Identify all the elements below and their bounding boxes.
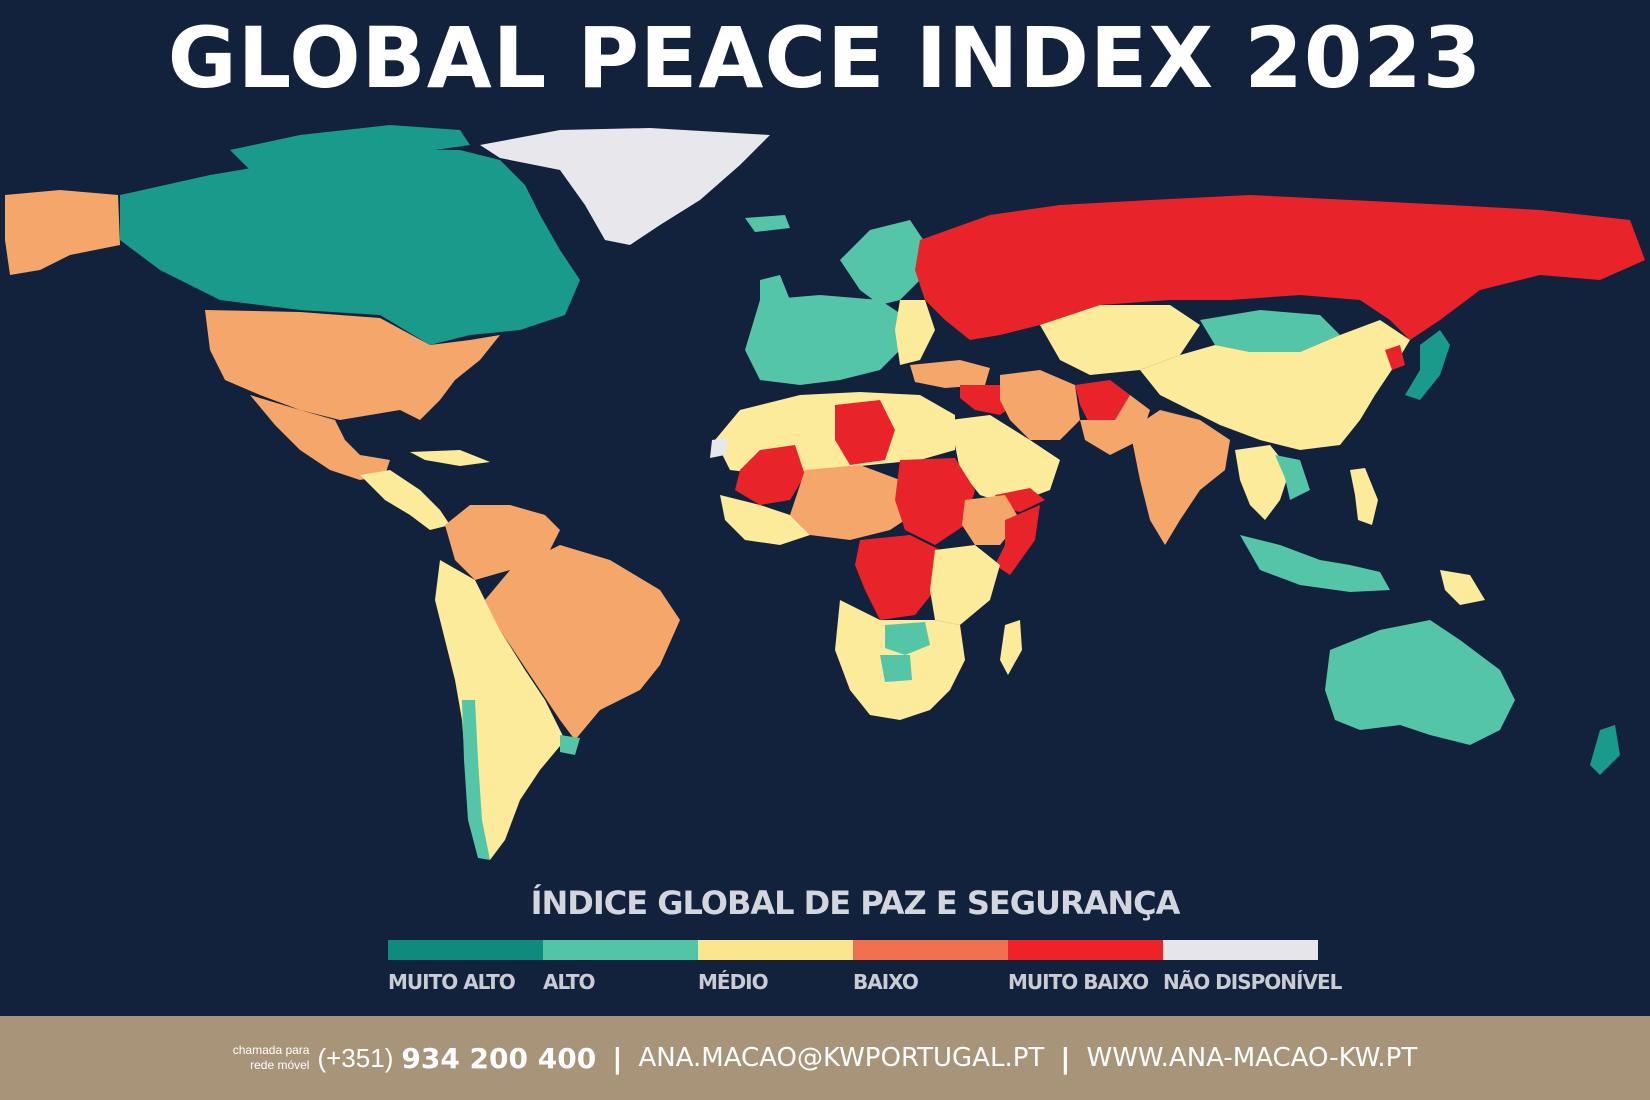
- region-iran: [1000, 370, 1080, 440]
- legend-label-muito-baixo: MUITO BAIXO: [1008, 970, 1149, 994]
- region-central-america: [360, 470, 450, 530]
- contact-footer: chamada para rede móvel (+351) 934 200 4…: [0, 1016, 1650, 1100]
- legend-label-baixo: BAIXO: [853, 970, 919, 994]
- region-canada: [120, 150, 580, 345]
- region-west-africa-coast: [720, 495, 810, 545]
- region-sudan: [895, 458, 975, 545]
- region-sahel: [790, 465, 920, 540]
- footer-call-note-line1: chamada para: [232, 1043, 310, 1057]
- region-chile: [462, 700, 490, 860]
- region-madagascar: [1000, 620, 1022, 675]
- region-indonesia: [1240, 535, 1390, 592]
- region-turkey: [910, 360, 990, 388]
- legend-swatch-muito-baixo: [1008, 940, 1163, 960]
- region-kazakhstan: [1040, 305, 1200, 375]
- region-western-sahara: [710, 438, 728, 458]
- region-australia: [1325, 620, 1515, 745]
- region-andes: [435, 560, 565, 860]
- region-eastern-europe: [895, 300, 935, 365]
- region-philippines: [1350, 468, 1378, 525]
- footer-call-note: chamada para rede móvel: [233, 1043, 310, 1073]
- region-libya: [835, 400, 895, 465]
- footer-phone-prefix: (+351): [317, 1042, 394, 1073]
- region-mongolia: [1200, 310, 1340, 352]
- legend-labels: MUITO ALTO ALTO MÉDIO BAIXO MUITO BAIXO …: [388, 970, 1342, 1000]
- region-western-europe: [745, 295, 910, 385]
- region-russia: [915, 195, 1645, 340]
- legend-label-medio: MÉDIO: [698, 970, 769, 994]
- legend-swatch-baixo: [853, 940, 1008, 960]
- region-png: [1440, 570, 1485, 605]
- region-greenland: [480, 128, 770, 245]
- legend-label-muito-alto: MUITO ALTO: [388, 970, 516, 994]
- legend-title: ÍNDICE GLOBAL DE PAZ E SEGURANÇA: [530, 884, 1181, 922]
- region-botswana: [880, 655, 912, 682]
- footer-separator-1: |: [612, 1041, 623, 1075]
- region-alaska: [5, 190, 120, 275]
- region-usa: [205, 310, 500, 420]
- footer-call-note-line2: rede móvel: [250, 1058, 310, 1072]
- region-new-zealand: [1590, 725, 1620, 775]
- region-japan: [1405, 330, 1450, 400]
- region-uk-ireland: [760, 275, 790, 310]
- footer-website-link[interactable]: WWW.ANA-MACAO-KW.PT: [1086, 1043, 1418, 1073]
- region-scandinavia: [840, 220, 930, 305]
- page-title: GLOBAL PEACE INDEX 2023: [167, 9, 1483, 107]
- region-vietnam: [1275, 455, 1310, 500]
- legend-swatch-nao-disponivel: [1163, 940, 1318, 960]
- legend-label-nao-disponivel: NÃO DISPONÍVEL: [1163, 970, 1342, 994]
- region-mexico: [250, 395, 390, 480]
- region-afghanistan: [1075, 380, 1130, 425]
- region-somalia: [995, 505, 1040, 575]
- region-east-africa: [930, 545, 1000, 625]
- region-arabia: [950, 415, 1060, 505]
- legend-color-bar: [388, 940, 1318, 960]
- region-southeast-asia: [1235, 445, 1290, 520]
- region-china: [1140, 320, 1410, 450]
- region-north-korea: [1385, 345, 1405, 370]
- region-uruguay: [560, 735, 580, 755]
- legend-swatch-muito-alto: [388, 940, 543, 960]
- region-mali: [735, 445, 805, 505]
- region-central-africa: [855, 535, 940, 620]
- legend-label-alto: ALTO: [543, 970, 596, 994]
- region-cuba: [410, 450, 490, 466]
- region-india: [1130, 410, 1230, 545]
- region-arctic-islands: [230, 125, 470, 170]
- world-map: [5, 125, 1645, 860]
- footer-separator-2: |: [1060, 1041, 1071, 1075]
- region-iceland: [745, 215, 790, 232]
- region-brazil: [485, 545, 680, 740]
- region-zambia-botswana: [885, 622, 930, 655]
- legend-swatch-alto: [543, 940, 698, 960]
- legend-swatch-medio: [698, 940, 853, 960]
- footer-email-link[interactable]: ANA.MACAO@KWPORTUGAL.PT: [638, 1043, 1045, 1073]
- footer-phone-number[interactable]: 934 200 400: [401, 1041, 597, 1075]
